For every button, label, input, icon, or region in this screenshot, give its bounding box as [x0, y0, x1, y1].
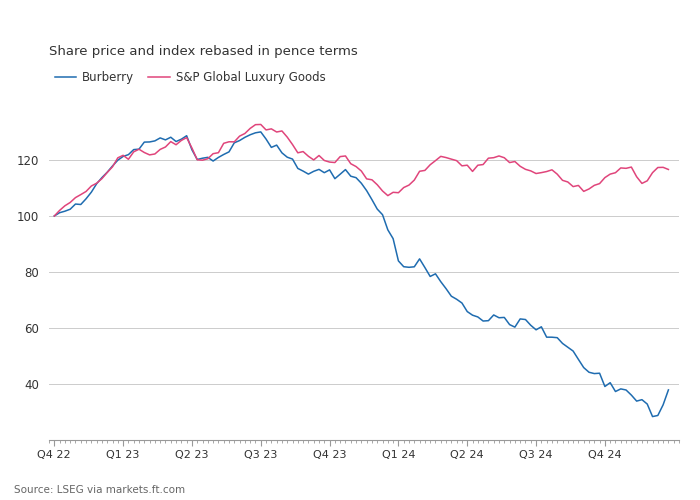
- Burberry: [664, 387, 673, 393]
- Burberry: [193, 156, 202, 162]
- S&P Global Luxury Goods: [177, 138, 186, 143]
- Burberry: [50, 213, 59, 219]
- S&P Global Luxury Goods: [330, 160, 339, 166]
- S&P Global Luxury Goods: [257, 122, 265, 128]
- Legend: Burberry, S&P Global Luxury Goods: Burberry, S&P Global Luxury Goods: [55, 72, 326, 85]
- Burberry: [257, 129, 265, 135]
- Burberry: [627, 392, 636, 398]
- Line: Burberry: Burberry: [55, 132, 668, 416]
- Burberry: [330, 176, 339, 182]
- Line: S&P Global Luxury Goods: S&P Global Luxury Goods: [55, 124, 668, 216]
- Burberry: [648, 414, 657, 420]
- S&P Global Luxury Goods: [627, 164, 636, 170]
- Text: Share price and index rebased in pence terms: Share price and index rebased in pence t…: [49, 44, 358, 58]
- S&P Global Luxury Goods: [193, 157, 202, 163]
- Burberry: [214, 154, 223, 160]
- S&P Global Luxury Goods: [50, 213, 59, 219]
- S&P Global Luxury Goods: [214, 150, 223, 156]
- S&P Global Luxury Goods: [664, 166, 673, 172]
- Text: Source: LSEG via markets.ft.com: Source: LSEG via markets.ft.com: [14, 485, 185, 495]
- Burberry: [177, 136, 186, 142]
- S&P Global Luxury Goods: [167, 138, 175, 144]
- Burberry: [167, 134, 175, 140]
